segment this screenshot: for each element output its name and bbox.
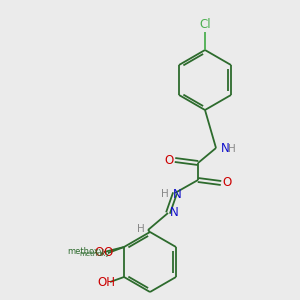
Text: O: O — [222, 176, 232, 190]
Text: O: O — [94, 245, 103, 259]
Text: OH: OH — [97, 277, 115, 290]
Text: Cl: Cl — [199, 19, 211, 32]
Text: O: O — [164, 154, 174, 166]
Text: O: O — [103, 247, 112, 260]
Text: N: N — [169, 206, 178, 220]
Text: N: N — [173, 188, 182, 200]
Text: methoxy: methoxy — [68, 247, 104, 256]
Text: N: N — [221, 142, 230, 155]
Text: H: H — [137, 224, 145, 234]
Text: H: H — [161, 189, 169, 199]
Text: methoxy: methoxy — [80, 251, 110, 257]
Text: H: H — [228, 144, 236, 154]
